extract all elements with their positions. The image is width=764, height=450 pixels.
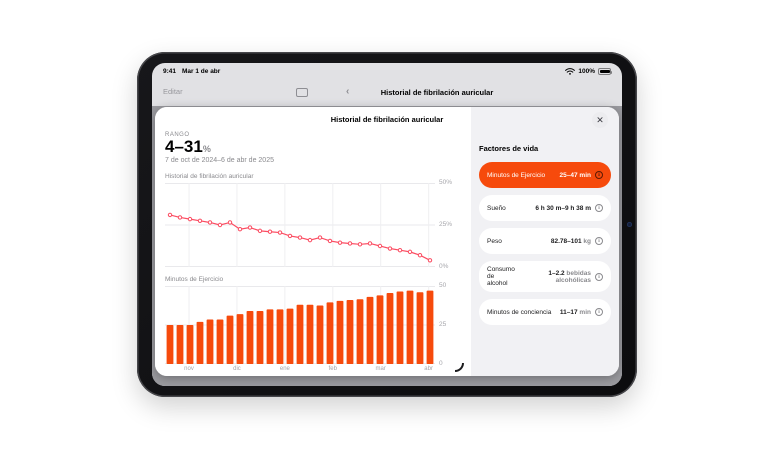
info-icon[interactable]: i: [595, 308, 603, 316]
axis-tick-label: 50: [439, 281, 447, 289]
range-label: RANGO: [165, 132, 190, 138]
multitasking-icon[interactable]: [296, 88, 308, 97]
back-chevron-icon[interactable]: ‹: [346, 86, 350, 97]
info-icon[interactable]: i: [595, 204, 603, 212]
life-factor-item-4[interactable]: Minutos de conciencia 11–17 min i: [479, 299, 611, 325]
life-factor-item-0[interactable]: Minutos de Ejercicio 25–47 min i: [479, 162, 611, 188]
bar-chart-y-axis: 50 25 0: [435, 281, 461, 367]
afib-history-modal: Historial de fibrilación auricular ✕ RAN…: [155, 107, 619, 376]
axis-tick-label: 0%: [439, 262, 449, 270]
status-bar: 9:41 Mar 1 de abr 100%: [152, 63, 622, 80]
life-factor-unit: kg: [581, 237, 591, 245]
life-factor-label: Peso: [487, 237, 502, 245]
life-factor-value: 6 h 30 m–9 h 38 m: [535, 204, 591, 212]
front-camera: [627, 222, 632, 227]
life-factor-value: 82.78–101 kg: [550, 237, 591, 245]
range-unit: %: [202, 144, 211, 154]
range-value: 4–31%: [165, 137, 211, 156]
bar-chart-title: Minutos de Ejercicio: [165, 275, 224, 283]
ipad-screen: 9:41 Mar 1 de abr 100% Editar: [152, 63, 622, 386]
month-tick-label: mar: [375, 365, 386, 372]
info-icon[interactable]: i: [595, 272, 603, 281]
edit-button[interactable]: Editar: [163, 87, 183, 96]
life-factor-label: Sueño: [487, 204, 506, 212]
status-left: 9:41 Mar 1 de abr: [163, 68, 220, 75]
life-factor-value: 1–2.2 bebidas alcohólicas: [548, 269, 591, 284]
life-factor-value: 11–17 min: [559, 308, 591, 316]
life-factor-unit: bebidas alcohólicas: [555, 269, 591, 284]
life-factors-panel: Factores de vida Minutos de Ejercicio 25–…: [471, 107, 619, 376]
bar-chart-x-axis: nov dic ene feb mar abr: [165, 364, 435, 373]
battery-icon: [598, 68, 612, 75]
life-factor-value: 25–47 min: [559, 171, 591, 179]
wifi-icon: [565, 68, 576, 75]
status-right: 100%: [565, 68, 612, 75]
exercise-bar-chart-block: Minutos de Ejercicio 50 25 0 nov dic ene feb m…: [165, 276, 471, 373]
info-icon[interactable]: i: [595, 237, 603, 245]
life-factor-label: Minutos de conciencia: [487, 308, 552, 316]
month-tick-label: abr: [424, 365, 433, 372]
modal-title: Historial de fibrilación auricular: [330, 115, 444, 124]
life-factor-label: Minutos de Ejercicio: [487, 171, 546, 179]
life-factors-title: Factores de vida: [479, 144, 539, 153]
month-tick-label: dic: [233, 365, 241, 372]
axis-tick-label: 0: [439, 359, 443, 367]
chart-pane: RANGO 4–31% 7 de oct de 2024–6 de abr de…: [155, 107, 471, 376]
navigation-bar: Editar ‹ Historial de fibrilación auricu…: [152, 80, 622, 106]
exercise-bar-chart[interactable]: [165, 285, 435, 364]
life-factor-label: Consumo de alcohol: [487, 266, 515, 287]
life-factors-list: Minutos de Ejercicio 25–47 min i Sueño 6 h 3…: [479, 162, 611, 325]
life-factor-item-3[interactable]: Consumo de alcohol 1–2.2 bebidas alcohóli…: [479, 261, 611, 292]
clock: 9:41: [163, 68, 177, 75]
battery-percent: 100%: [578, 68, 595, 75]
info-icon[interactable]: i: [595, 171, 603, 179]
date-range: 7 de oct de 2024–6 de abr de 2025: [165, 156, 274, 164]
axis-tick-label: 50%: [439, 178, 453, 186]
line-chart-y-axis: 50% 25% 0%: [435, 178, 461, 270]
status-date: Mar 1 de abr: [182, 68, 221, 75]
life-factor-item-1[interactable]: Sueño 6 h 30 m–9 h 38 m i: [479, 195, 611, 221]
month-tick-label: ene: [279, 365, 290, 372]
month-tick-label: feb: [328, 365, 337, 372]
line-chart-title: Historial de fibrilación auricular: [165, 172, 254, 180]
life-factor-item-2[interactable]: Peso 82.78–101 kg i: [479, 228, 611, 254]
afib-line-chart-block: Historial de fibrilación auricular 50% 25…: [165, 172, 471, 270]
axis-tick-label: 25%: [439, 220, 453, 228]
nav-title: Historial de fibrilación auricular: [380, 88, 494, 97]
axis-tick-label: 25: [439, 320, 447, 328]
afib-line-chart[interactable]: [165, 182, 435, 267]
close-button[interactable]: ✕: [592, 112, 608, 128]
life-factor-unit: min: [577, 171, 591, 179]
ipad-device-frame: 9:41 Mar 1 de abr 100% Editar: [137, 52, 637, 397]
month-tick-label: nov: [184, 365, 194, 372]
life-factor-unit: min: [577, 308, 591, 316]
